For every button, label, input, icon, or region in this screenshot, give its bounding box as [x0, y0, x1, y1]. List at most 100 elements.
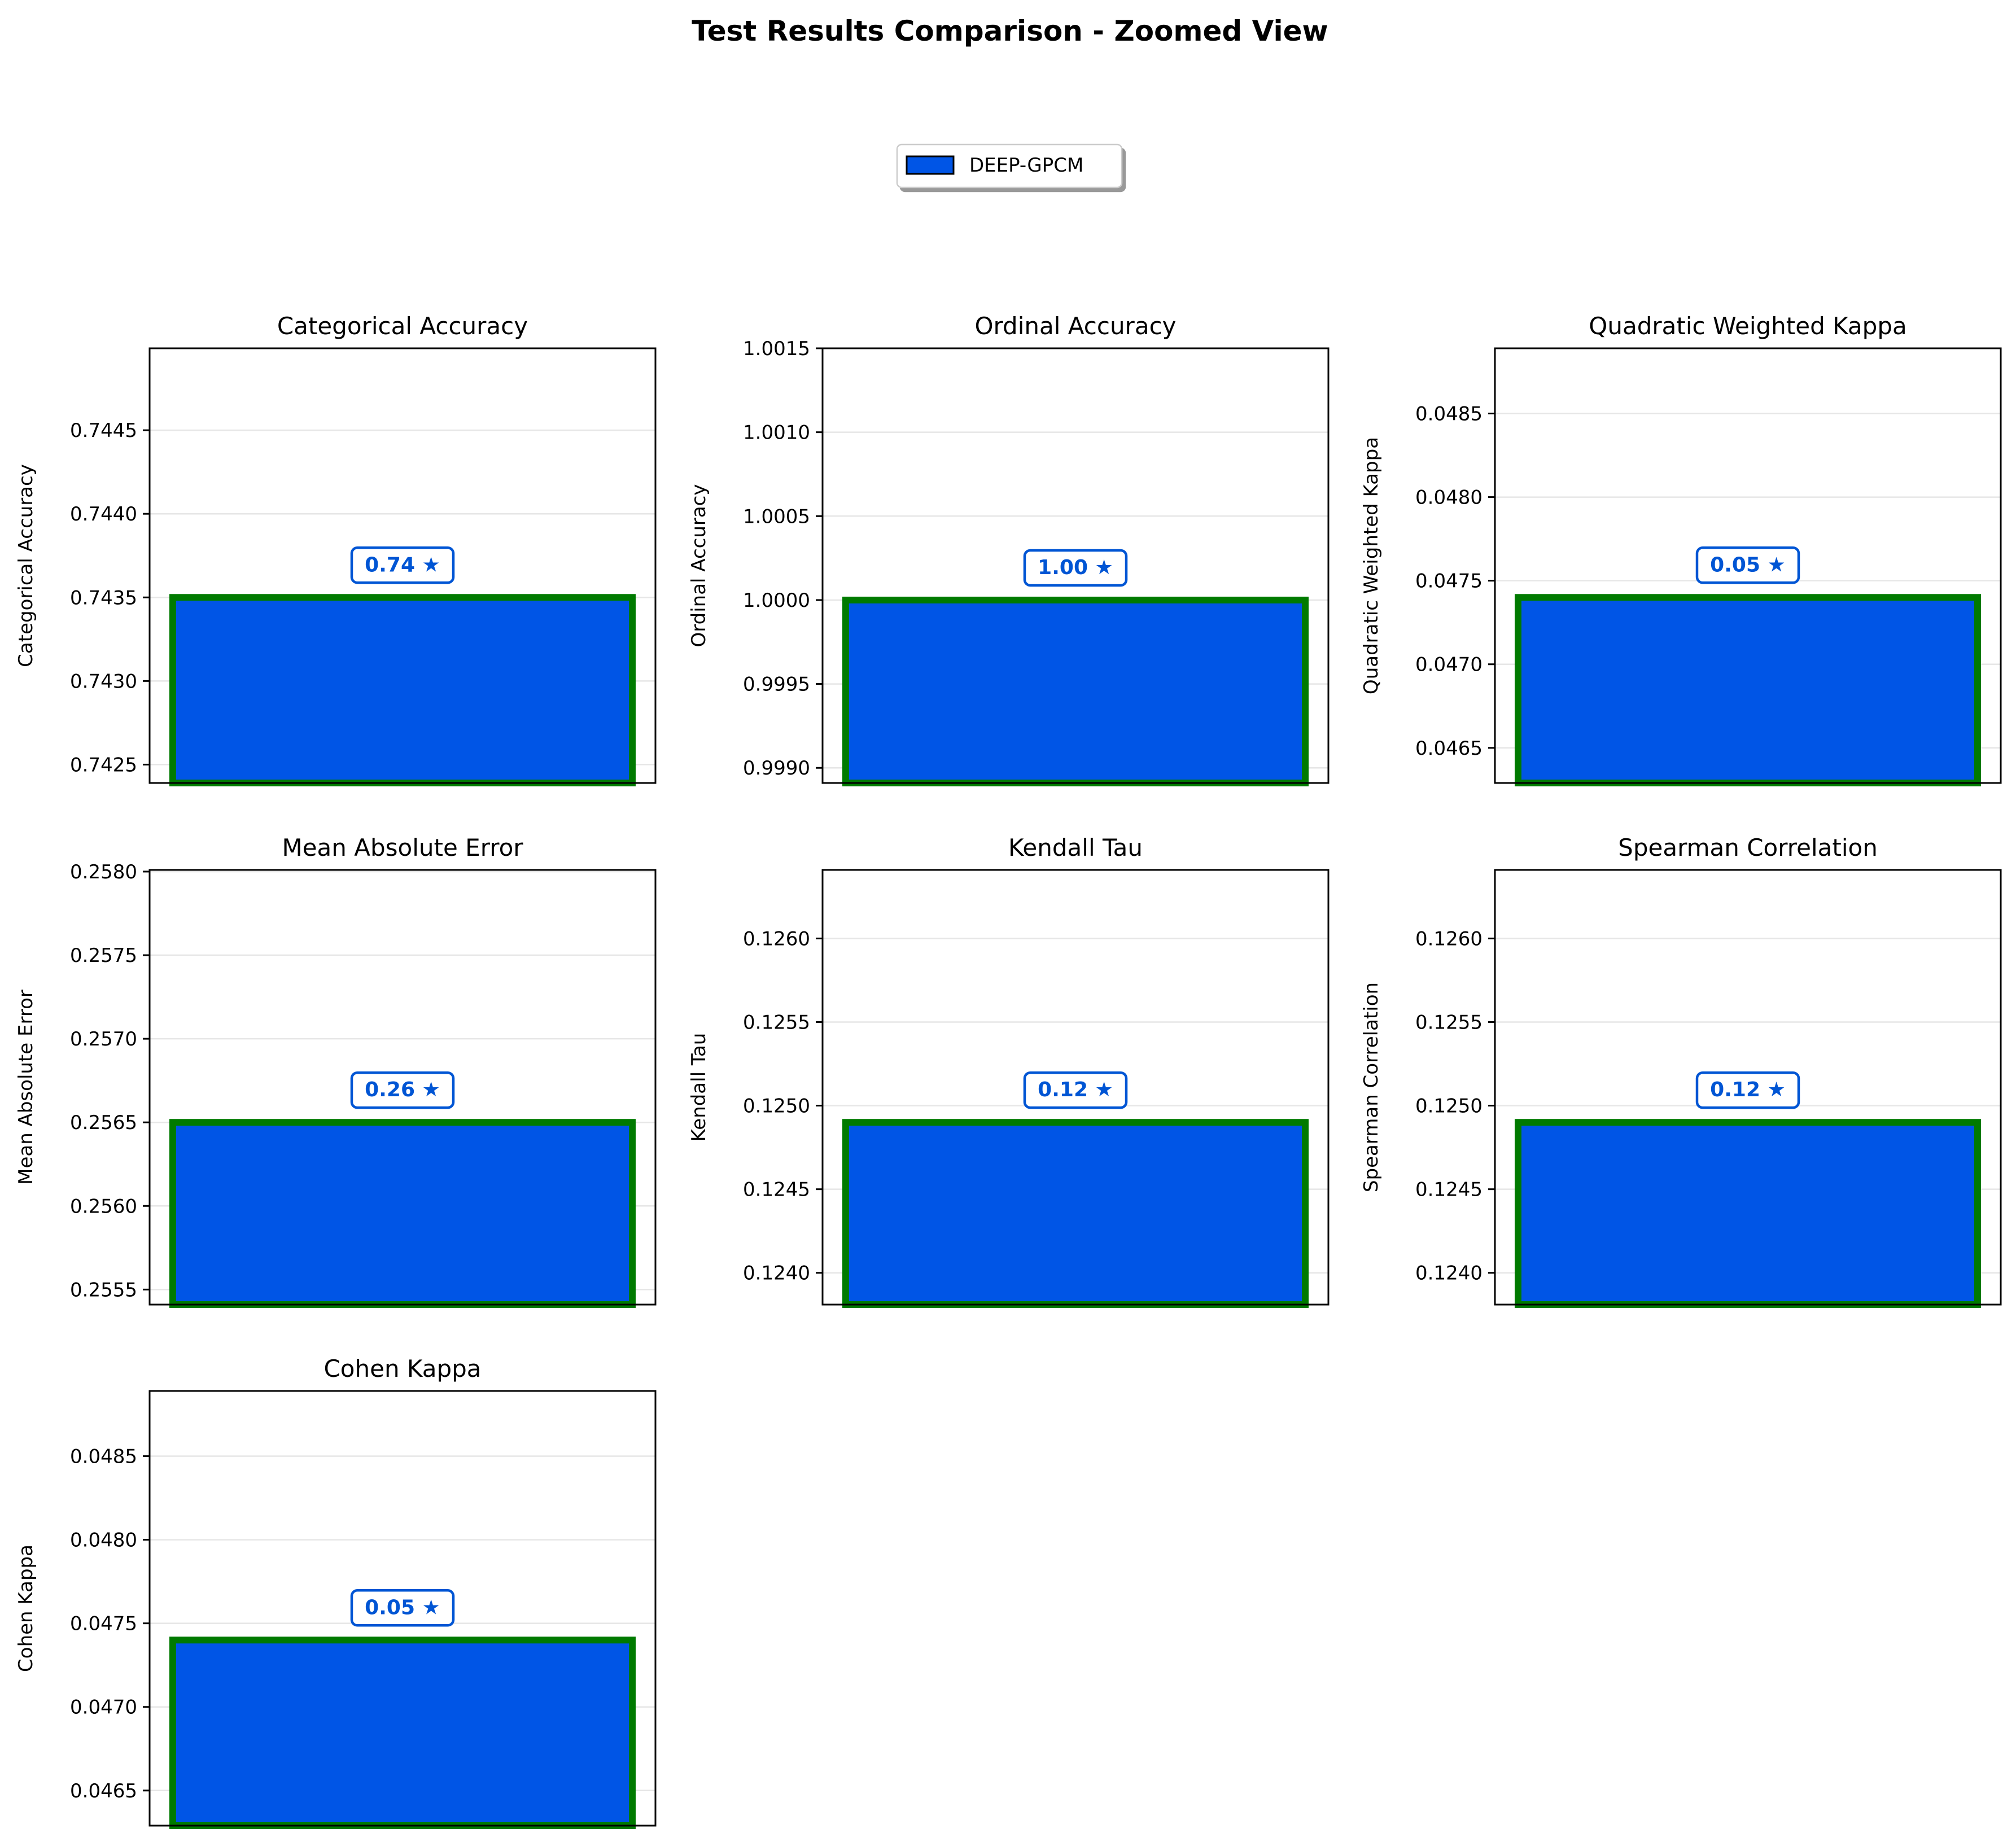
value-label: 1.00 ★	[1023, 549, 1128, 587]
value-label: 0.05 ★	[1695, 546, 1800, 584]
y-tick-label: 0.1250	[743, 1095, 810, 1118]
y-axis-label: Ordinal Accuracy	[688, 484, 710, 647]
y-tick-label: 0.2565	[70, 1112, 137, 1134]
bar-deep-gpcm	[842, 1119, 1309, 1308]
value-label-box	[350, 546, 455, 584]
y-tick-label: 0.1260	[1415, 927, 1483, 950]
value-label: 0.26 ★	[350, 1071, 455, 1109]
panel-cohen-kappa: 0.0465 0.0470 0.0475 0.0480 0.0485 Cohen Kapp…	[15, 1355, 657, 1830]
panel-title: Ordinal Accuracy	[974, 312, 1176, 340]
axes-frame	[148, 869, 657, 1306]
value-label-text: 0.12 ★	[1038, 1078, 1113, 1101]
y-tick-label: 0.2580	[70, 861, 137, 883]
y-tick-label: 0.0475	[1415, 570, 1483, 593]
value-label-text: 0.05 ★	[365, 1596, 440, 1619]
y-axis-label: Cohen Kappa	[15, 1545, 37, 1672]
figure-title: Test Results Comparison - Zoomed View	[692, 15, 1328, 47]
value-label-box	[1023, 1071, 1128, 1109]
y-tick-label: 0.2560	[70, 1195, 137, 1218]
value-label: 0.74 ★	[350, 546, 455, 584]
axes-frame	[1494, 347, 2002, 784]
bar-deep-gpcm	[169, 1119, 636, 1308]
axes-frame	[821, 869, 1330, 1306]
value-label: 0.12 ★	[1695, 1071, 1800, 1109]
panel-spearman-correlation: 0.1240 0.1245 0.1250 0.1255 0.1260 Spearman C…	[1360, 834, 2002, 1308]
panel-categorical-accuracy: 0.7425 0.7430 0.7435 0.7440 0.7445 Categorica…	[15, 312, 657, 787]
value-label-text: 0.26 ★	[365, 1078, 440, 1101]
panel-title: Cohen Kappa	[323, 1355, 481, 1382]
y-tick-label: 0.0465	[1415, 737, 1483, 760]
y-tick-label: 1.0010	[743, 422, 810, 444]
y-tick-label: 0.1245	[743, 1179, 810, 1201]
y-tick-label: 0.7445	[70, 419, 137, 442]
y-tick-label: 0.2575	[70, 944, 137, 967]
value-label: 0.05 ★	[350, 1589, 455, 1627]
y-tick-label: 0.7430	[70, 670, 137, 693]
value-label-box	[350, 1071, 455, 1109]
y-tick-label: 0.0480	[1415, 487, 1483, 509]
y-tick-label: 1.0000	[743, 589, 810, 612]
y-tick-label: 0.1260	[743, 927, 810, 950]
y-tick-label: 0.0465	[70, 1780, 137, 1802]
panel-title: Mean Absolute Error	[282, 834, 523, 861]
panel-title: Spearman Correlation	[1618, 834, 1878, 861]
y-tick-label: 0.0470	[1415, 654, 1483, 676]
panel-title: Categorical Accuracy	[277, 312, 528, 340]
axes-frame	[148, 347, 657, 784]
y-axis-label: Kendall Tau	[688, 1033, 710, 1142]
y-tick-label: 0.9990	[743, 757, 810, 780]
y-tick-label: 0.1245	[1415, 1179, 1483, 1201]
legend-swatch	[906, 155, 955, 175]
bar-deep-gpcm	[1515, 594, 1981, 787]
panel-quadratic-weighted-kappa: 0.0465 0.0470 0.0475 0.0480 0.0485 Quadratic …	[1360, 312, 2002, 787]
bar-deep-gpcm	[169, 594, 636, 787]
axes-frame	[821, 347, 1330, 784]
value-label: 0.12 ★	[1023, 1071, 1128, 1109]
value-label-box	[1695, 1071, 1800, 1109]
value-label-text: 0.05 ★	[1710, 553, 1786, 576]
bar-deep-gpcm	[842, 596, 1309, 786]
axes-frame	[1494, 869, 2002, 1306]
panel-ordinal-accuracy: 0.9990 0.9995 1.0000 1.0005 1.0010 1.0015 Ordi…	[688, 312, 1330, 786]
panel-title: Kendall Tau	[1008, 834, 1143, 861]
y-tick-label: 0.1240	[1415, 1262, 1483, 1285]
panel-title: Quadratic Weighted Kappa	[1589, 312, 1906, 340]
value-label-text: 1.00 ★	[1038, 556, 1113, 579]
y-tick-label: 0.2555	[70, 1279, 137, 1301]
y-tick-label: 0.7440	[70, 503, 137, 526]
y-tick-label: 1.0005	[743, 505, 810, 528]
y-axis-label: Categorical Accuracy	[15, 464, 37, 667]
y-tick-label: 0.0485	[70, 1446, 137, 1468]
y-tick-label: 0.1250	[1415, 1095, 1483, 1118]
y-axis-label: Mean Absolute Error	[15, 990, 37, 1185]
legend-label: DEEP-GPCM	[969, 154, 1083, 177]
y-tick-label: 0.1240	[743, 1262, 810, 1285]
y-tick-label: 0.0485	[1415, 403, 1483, 426]
y-tick-label: 0.0480	[70, 1529, 137, 1552]
value-label-box	[1695, 546, 1800, 584]
legend-frame	[896, 143, 1123, 189]
y-tick-label: 0.0475	[70, 1613, 137, 1635]
y-tick-label: 0.1255	[743, 1012, 810, 1034]
y-tick-label: 0.9995	[743, 673, 810, 696]
y-axis-label: Spearman Correlation	[1360, 982, 1383, 1192]
value-label-text: 0.12 ★	[1710, 1078, 1786, 1101]
y-axis-label: Quadratic Weighted Kappa	[1360, 437, 1383, 694]
value-label-box	[1023, 549, 1128, 587]
y-tick-label: 0.1255	[1415, 1012, 1483, 1034]
value-label-text: 0.74 ★	[365, 553, 440, 576]
panel-mean-absolute-error: 0.2555 0.2560 0.2565 0.2570 0.2575 0.2580 Mean…	[15, 834, 657, 1308]
subplots: 0.7425 0.7430 0.7435 0.7440 0.7445 Categorica…	[15, 312, 2002, 1830]
value-label-box	[350, 1589, 455, 1627]
y-tick-label: 1.0015	[743, 338, 810, 360]
panel-kendall-tau: 0.1240 0.1245 0.1250 0.1255 0.1260 Kendall Ta…	[688, 834, 1330, 1308]
axes-frame	[148, 1390, 657, 1827]
y-tick-label: 0.7425	[70, 754, 137, 776]
bar-deep-gpcm	[169, 1637, 636, 1830]
bar-deep-gpcm	[1515, 1119, 1981, 1308]
y-tick-label: 0.0470	[70, 1696, 137, 1719]
y-tick-label: 0.7435	[70, 587, 137, 609]
y-tick-label: 0.2570	[70, 1028, 137, 1051]
